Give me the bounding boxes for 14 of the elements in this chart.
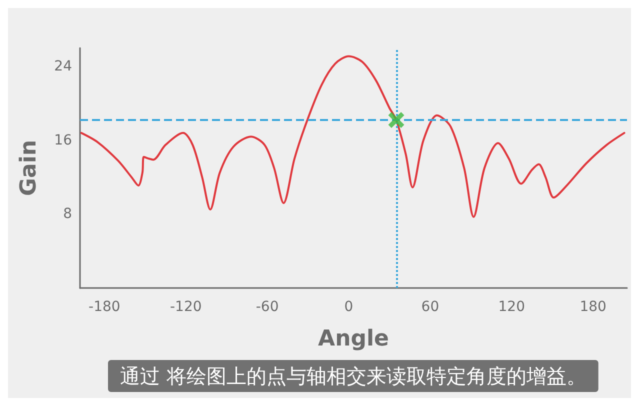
x-tick-label: -60 (256, 299, 279, 315)
y-axis-title: Gain (16, 140, 42, 196)
x-tick-label: -180 (88, 299, 120, 315)
y-tick-label: 24 (54, 58, 72, 74)
x-axis-title: Angle (318, 326, 389, 352)
text: 通过 将绘图上的点与轴相交来读取特定角度的增益。 (120, 364, 586, 388)
x-tick-label: 180 (580, 299, 606, 315)
x-tick-label: -120 (170, 299, 202, 315)
x-tick-label: 120 (498, 299, 525, 315)
x-tick-label: 0 (344, 299, 354, 315)
y-tick-label: 8 (63, 206, 72, 222)
x-tick-label: 60 (421, 299, 440, 315)
y-tick-label: 16 (54, 132, 72, 148)
line-series (80, 55, 626, 218)
